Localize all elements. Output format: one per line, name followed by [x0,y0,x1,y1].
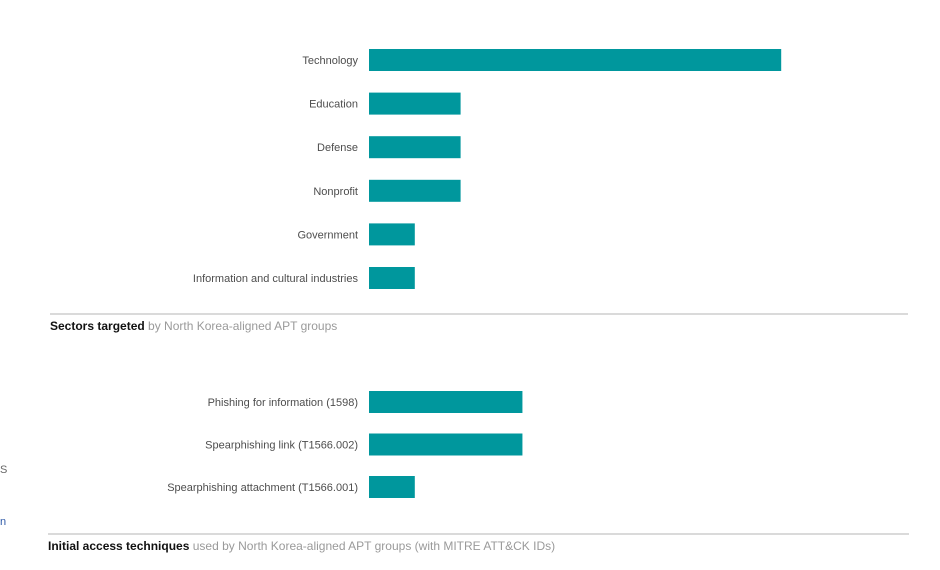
category-label: Spearphishing link (T1566.002) [205,440,358,452]
bar [369,433,523,456]
category-label: Defense [317,142,358,154]
chart-caption-bold: Sectors targeted [50,319,145,333]
bar [369,476,415,498]
category-label: Education [309,99,358,111]
category-label: Spearphishing attachment (T1566.001) [167,482,358,494]
bar-chart-1: Technology Education Defense Nonprofit Gover… [50,49,908,333]
category-label: Technology [302,55,358,67]
bar [369,223,415,246]
category-label: Phishing for information (1598) [208,397,358,409]
cropped-text-fragment-2: n [0,516,7,528]
chart-caption-rest: by North Korea-aligned APT groups [145,319,338,333]
bar-chart-2: Phishing for information (1598) Spearphis… [48,391,909,553]
bar [369,267,415,289]
chart-caption: Sectors targeted by North Korea-aligned … [50,319,337,333]
bar [369,391,523,413]
bar [369,179,461,202]
chart-caption-rest: used by North Korea-aligned APT groups (… [189,539,555,553]
chart-caption-bold: Initial access techniques [48,539,190,553]
category-label: Nonprofit [313,186,358,198]
category-label: Government [297,229,358,241]
cropped-text-fragment-1: S [0,464,8,476]
bar [369,92,461,115]
category-label: Information and cultural industries [193,273,359,285]
chart-caption: Initial access techniques used by North … [48,539,555,553]
bar [369,49,782,71]
bar [369,136,461,159]
